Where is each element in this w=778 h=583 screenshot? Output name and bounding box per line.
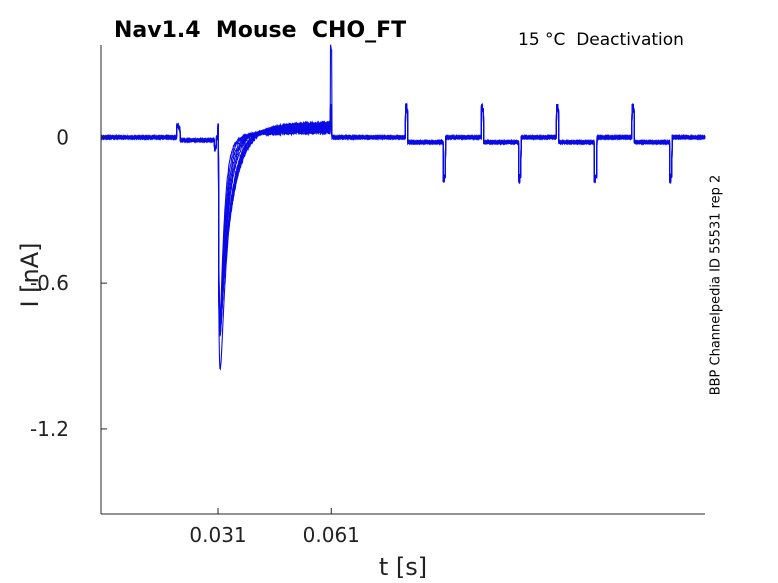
chart-title: Nav1.4 Mouse CHO_FT [114,18,407,43]
y-axis-label: I [nA] [16,242,44,308]
current-trace [100,103,706,314]
x-tick-label: 0.061 [303,523,360,547]
current-traces [100,44,706,371]
y-tick-label: -0.6 [30,271,69,295]
y-tick-label: -1.2 [30,417,69,441]
channelpedia-id-label: BBP Channelpedia ID 55531 rep 2 [708,174,724,396]
chart-subtitle: 15 °C Deactivation [518,30,684,50]
current-trace [100,103,706,371]
y-axis-ticks: 0 -0.6 -1.2 [30,125,107,441]
current-trace [100,44,706,329]
x-tick-label: 0.031 [189,523,246,547]
x-axis-label: t [s] [378,553,428,581]
x-axis-ticks: 0.031 0.061 [189,508,360,547]
y-tick-label: 0 [56,125,69,149]
